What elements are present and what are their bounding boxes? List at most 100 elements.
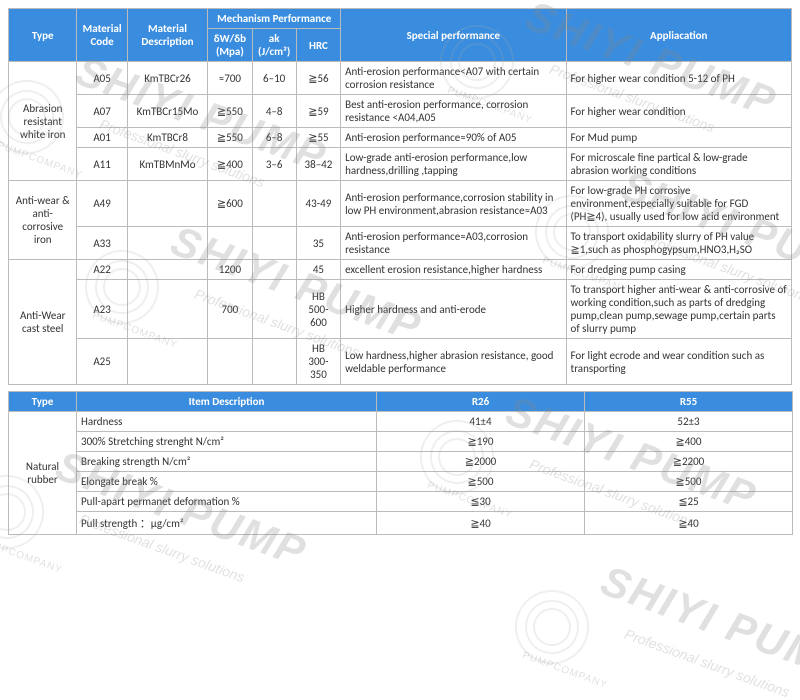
m1-cell: ≧550 — [208, 95, 252, 128]
m2-cell — [252, 260, 296, 280]
r26-cell: ≧2000 — [377, 452, 585, 472]
r55-cell: ≧40 — [585, 512, 793, 535]
code-cell: A05 — [77, 62, 127, 95]
r55-cell: ≧500 — [585, 472, 793, 492]
th2-item: Item Description — [77, 392, 377, 412]
th-mech-2: ak (J/cm²) — [252, 29, 296, 62]
table-row: A11KmTBMnMo≧4003–638–42Low-grade anti-er… — [9, 148, 792, 181]
th-app: Appliacation — [566, 9, 791, 62]
table-row: Breaking strength N/cm²≧2000≧2200 — [9, 452, 793, 472]
r26-cell: ≦30 — [377, 492, 585, 512]
table-row: Natural rubberHardness41±452±3 — [9, 412, 793, 432]
code-cell: A49 — [77, 181, 127, 227]
watermark-main: SHIYI PUMP — [595, 557, 800, 692]
m3-cell: 35 — [296, 227, 340, 260]
watermark-sub: Professional slurry solutions — [623, 626, 792, 700]
m2-cell: 4–8 — [252, 95, 296, 128]
m3-cell: 45 — [296, 260, 340, 280]
sp-cell: Anti-erosion performance<A07 with certai… — [341, 62, 566, 95]
table-row: 300% Stretching strenght N/cm²≧190≧400 — [9, 432, 793, 452]
app-cell: For low-grade PH corrosive environment,e… — [566, 181, 791, 227]
r26-cell: 41±4 — [377, 412, 585, 432]
code-cell: A07 — [77, 95, 127, 128]
m2-cell: 6–8 — [252, 128, 296, 148]
m2-cell — [252, 227, 296, 260]
app-cell: To transport oxidability slurry of PH va… — [566, 227, 791, 260]
th2-r26: R26 — [377, 392, 585, 412]
r55-cell: 52±3 — [585, 412, 793, 432]
m2-cell: 3–6 — [252, 148, 296, 181]
materials-table: Type Material Code Material Description … — [8, 8, 792, 385]
th-special: Special performance — [341, 9, 566, 62]
table-row: A01KmTBCr8≧5506–8≧55Anti-erosion perform… — [9, 128, 792, 148]
r26-cell: ≧500 — [377, 472, 585, 492]
r55-cell: ≧400 — [585, 432, 793, 452]
desc-cell: KmTBCr26 — [127, 62, 208, 95]
th-type: Type — [9, 9, 77, 62]
th-matcode: Material Code — [77, 9, 127, 62]
desc-cell — [127, 339, 208, 385]
code-cell: A25 — [77, 339, 127, 385]
r55-cell: ≧2200 — [585, 452, 793, 472]
m2-cell — [252, 181, 296, 227]
app-cell: For higher wear condition 5-12 of PH — [566, 62, 791, 95]
m3-cell: 43-49 — [296, 181, 340, 227]
code-cell: A11 — [77, 148, 127, 181]
desc-cell: KmTBCr8 — [127, 128, 208, 148]
th-matdesc: Material Description — [127, 9, 208, 62]
m3-cell: 38–42 — [296, 148, 340, 181]
sp-cell: excellent erosion resistance,higher hard… — [341, 260, 566, 280]
th2-type: Type — [9, 392, 77, 412]
code-cell: A22 — [77, 260, 127, 280]
r26-cell: ≧40 — [377, 512, 585, 535]
sp-cell: Best anti-erosion performance, corrosion… — [341, 95, 566, 128]
th-mech-1: δW/δb (Mpa) — [208, 29, 252, 62]
app-cell: For Mud pump — [566, 128, 791, 148]
m2-cell: 6–10 — [252, 62, 296, 95]
m3-cell: HB 300-350 — [296, 339, 340, 385]
th2-r55: R55 — [585, 392, 793, 412]
watermark-side: PUMPCOMPANY — [521, 650, 609, 691]
th-mech: Mechanism Performance — [208, 9, 341, 29]
desc-cell — [127, 227, 208, 260]
desc-cell — [127, 181, 208, 227]
code-cell: A01 — [77, 128, 127, 148]
sp-cell: Anti-erosion performance≈90% of A05 — [341, 128, 566, 148]
item-cell: Pull-apart permanet deformation % — [77, 492, 377, 512]
type-cell: Anti-wear & anti-corrosive iron — [9, 181, 77, 260]
r55-cell: ≦25 — [585, 492, 793, 512]
app-cell: For higher wear condition — [566, 95, 791, 128]
type-cell: Anti-Wear cast steel — [9, 260, 77, 385]
table-row: A3335Anti-erosion performance≈A03,corros… — [9, 227, 792, 260]
m1-cell — [208, 227, 252, 260]
m3-cell: ≧55 — [296, 128, 340, 148]
item-cell: Elongate break % — [77, 472, 377, 492]
m1-cell: 1200 — [208, 260, 252, 280]
table-row: Elongate break %≧500≧500 — [9, 472, 793, 492]
app-cell: For light ecrode and wear condition such… — [566, 339, 791, 385]
sp-cell: Low hardness,higher abrasion resistance,… — [341, 339, 566, 385]
item-cell: Pull strength ：μg/cm² — [77, 512, 377, 535]
app-cell: To transport higher anti-wear & anti-cor… — [566, 280, 791, 339]
r26-cell: ≧190 — [377, 432, 585, 452]
m1-cell: ≧550 — [208, 128, 252, 148]
m2-cell — [252, 339, 296, 385]
app-cell: For dredging pump casing — [566, 260, 791, 280]
code-cell: A33 — [77, 227, 127, 260]
desc-cell — [127, 280, 208, 339]
table-row: Pull-apart permanet deformation %≦30≦25 — [9, 492, 793, 512]
table-row: A25 HB 300-350Low hardness,higher abrasio… — [9, 339, 792, 385]
table-row: Pull strength ：μg/cm²≧40≧40 — [9, 512, 793, 535]
sp-cell: Low-grade anti-erosion performance,low h… — [341, 148, 566, 181]
m1-cell: ≈700 — [208, 62, 252, 95]
type-cell: Natural rubber — [9, 412, 77, 535]
desc-cell: KmTBCr15Mo — [127, 95, 208, 128]
sp-cell: Higher hardness and anti-erode — [341, 280, 566, 339]
item-cell: Hardness — [77, 412, 377, 432]
th-mech-3: HRC — [296, 29, 340, 62]
table-row: Anti-Wear cast steelA22120045excellent e… — [9, 260, 792, 280]
code-cell: A23 — [77, 280, 127, 339]
m1-cell: 700 — [208, 280, 252, 339]
m1-cell: ≧600 — [208, 181, 252, 227]
table-row: Anti-wear & anti-corrosive ironA49≧60043… — [9, 181, 792, 227]
